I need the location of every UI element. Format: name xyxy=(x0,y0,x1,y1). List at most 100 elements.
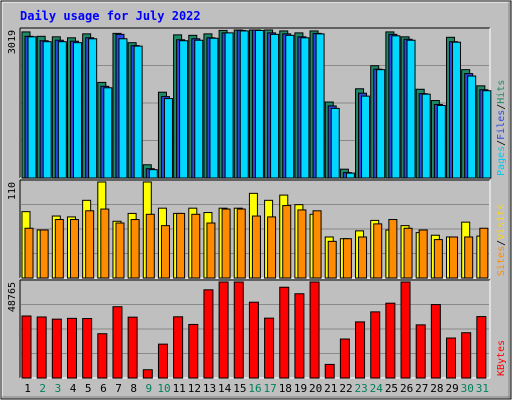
bar-pages-day-17 xyxy=(270,33,280,179)
bar-kbytes-day-24 xyxy=(370,311,381,379)
x-tick-label: 20 xyxy=(309,382,322,395)
bar-pages-day-1 xyxy=(27,36,37,179)
bar-sites-day-31 xyxy=(479,227,489,279)
x-tick-label: 25 xyxy=(385,382,398,395)
x-tick-label: 19 xyxy=(294,382,307,395)
panel-legend: Pages/Files/Hits xyxy=(496,80,507,176)
bar-pages-day-14 xyxy=(224,32,234,179)
legend-item: / xyxy=(496,240,507,246)
bar-kbytes-day-16 xyxy=(248,301,259,379)
x-tick-label: 8 xyxy=(130,382,137,395)
bar-sites-day-16 xyxy=(251,215,261,279)
bar-pages-day-6 xyxy=(103,87,113,179)
x-tick-label: 3 xyxy=(55,382,62,395)
panel-legend: KBytes xyxy=(496,340,507,376)
max-value-label: 48765 xyxy=(7,282,18,312)
panel-top: 3019 Pages/Files/Hits xyxy=(7,27,507,179)
bar-pages-day-25 xyxy=(391,35,401,179)
bar-pages-day-22 xyxy=(345,172,355,179)
bar-sites-day-4 xyxy=(69,219,79,279)
bar-kbytes-day-11 xyxy=(173,316,184,379)
bar-sites-day-10 xyxy=(160,225,170,279)
bar-pages-day-30 xyxy=(467,75,477,179)
x-tick-label: 1 xyxy=(24,382,31,395)
bar-kbytes-day-25 xyxy=(385,302,396,379)
bar-sites-day-25 xyxy=(388,219,398,279)
x-tick-label: 30 xyxy=(461,382,474,395)
x-tick-label: 28 xyxy=(430,382,443,395)
bar-kbytes-day-12 xyxy=(188,323,199,379)
bar-sites-day-19 xyxy=(297,209,307,279)
bar-sites-day-17 xyxy=(267,216,277,279)
bar-sites-day-7 xyxy=(115,222,125,279)
x-tick-label: 13 xyxy=(203,382,216,395)
legend-item: Visits xyxy=(496,204,507,240)
bar-sites-day-12 xyxy=(191,213,201,279)
bar-pages-day-28 xyxy=(436,104,446,179)
bar-kbytes-day-1 xyxy=(21,315,32,379)
bar-sites-day-21 xyxy=(327,240,337,279)
bar-pages-day-8 xyxy=(133,45,143,179)
bar-sites-day-3 xyxy=(54,219,64,279)
x-axis-labels: 1 2 3 4 5 6 7 8 9 10 11 12 13 14 15 16 17 18 19 20 21 22 23 24 2… xyxy=(24,382,489,395)
bar-pages-day-24 xyxy=(376,69,386,179)
bar-pages-day-27 xyxy=(421,93,431,179)
bar-pages-day-11 xyxy=(179,40,189,179)
x-tick-label: 17 xyxy=(264,382,277,395)
bar-sites-day-29 xyxy=(449,236,459,279)
bar-kbytes-day-5 xyxy=(82,318,93,379)
legend-item: Files xyxy=(496,110,507,140)
bar-kbytes-day-23 xyxy=(355,321,366,379)
legend-item: / xyxy=(496,104,507,110)
bar-sites-day-23 xyxy=(358,236,368,279)
bar-pages-day-26 xyxy=(406,39,416,179)
panel-middle: 110 Sites/Visits xyxy=(7,179,507,279)
bar-sites-day-13 xyxy=(206,222,216,279)
x-tick-label: 6 xyxy=(100,382,107,395)
bar-pages-day-19 xyxy=(300,37,310,179)
panel-legend: Sites/Visits xyxy=(496,204,507,276)
bar-sites-day-30 xyxy=(464,236,474,279)
bar-kbytes-day-15 xyxy=(233,281,244,379)
bar-sites-day-11 xyxy=(176,212,186,279)
bar-kbytes-day-2 xyxy=(36,316,47,379)
bar-pages-day-10 xyxy=(163,98,173,179)
bar-pages-day-9 xyxy=(148,169,158,179)
x-tick-label: 29 xyxy=(445,382,458,395)
bar-kbytes-day-3 xyxy=(51,318,62,379)
bar-pages-day-20 xyxy=(315,33,325,179)
bar-kbytes-day-4 xyxy=(66,317,77,379)
bar-pages-day-16 xyxy=(254,29,264,179)
bar-pages-day-29 xyxy=(452,41,462,179)
x-tick-label: 23 xyxy=(355,382,368,395)
bar-kbytes-day-8 xyxy=(127,316,138,379)
bar-kbytes-day-27 xyxy=(415,324,426,379)
bar-pages-day-18 xyxy=(285,34,295,179)
bar-pages-day-23 xyxy=(361,95,371,179)
x-tick-label: 22 xyxy=(339,382,352,395)
bar-sites-day-2 xyxy=(39,229,49,279)
bar-sites-day-14 xyxy=(221,208,231,279)
bar-kbytes-day-18 xyxy=(279,286,290,379)
bar-pages-day-21 xyxy=(330,107,340,179)
legend-item: Sites xyxy=(496,246,507,276)
x-tick-label: 4 xyxy=(70,382,77,395)
bar-kbytes-day-30 xyxy=(461,332,472,379)
legend-item: / xyxy=(496,140,507,146)
bar-kbytes-day-26 xyxy=(400,281,411,379)
bar-pages-day-31 xyxy=(482,90,492,179)
bar-kbytes-day-20 xyxy=(309,281,320,379)
x-tick-label: 7 xyxy=(115,382,122,395)
bar-sites-day-5 xyxy=(85,210,95,279)
x-tick-label: 16 xyxy=(248,382,261,395)
bar-kbytes-day-14 xyxy=(218,281,229,379)
bar-pages-day-5 xyxy=(88,38,98,179)
x-tick-label: 21 xyxy=(324,382,337,395)
bar-kbytes-day-7 xyxy=(112,306,123,379)
x-tick-label: 14 xyxy=(218,382,232,395)
bar-pages-day-7 xyxy=(118,38,128,179)
max-value-label: 3019 xyxy=(7,30,18,54)
